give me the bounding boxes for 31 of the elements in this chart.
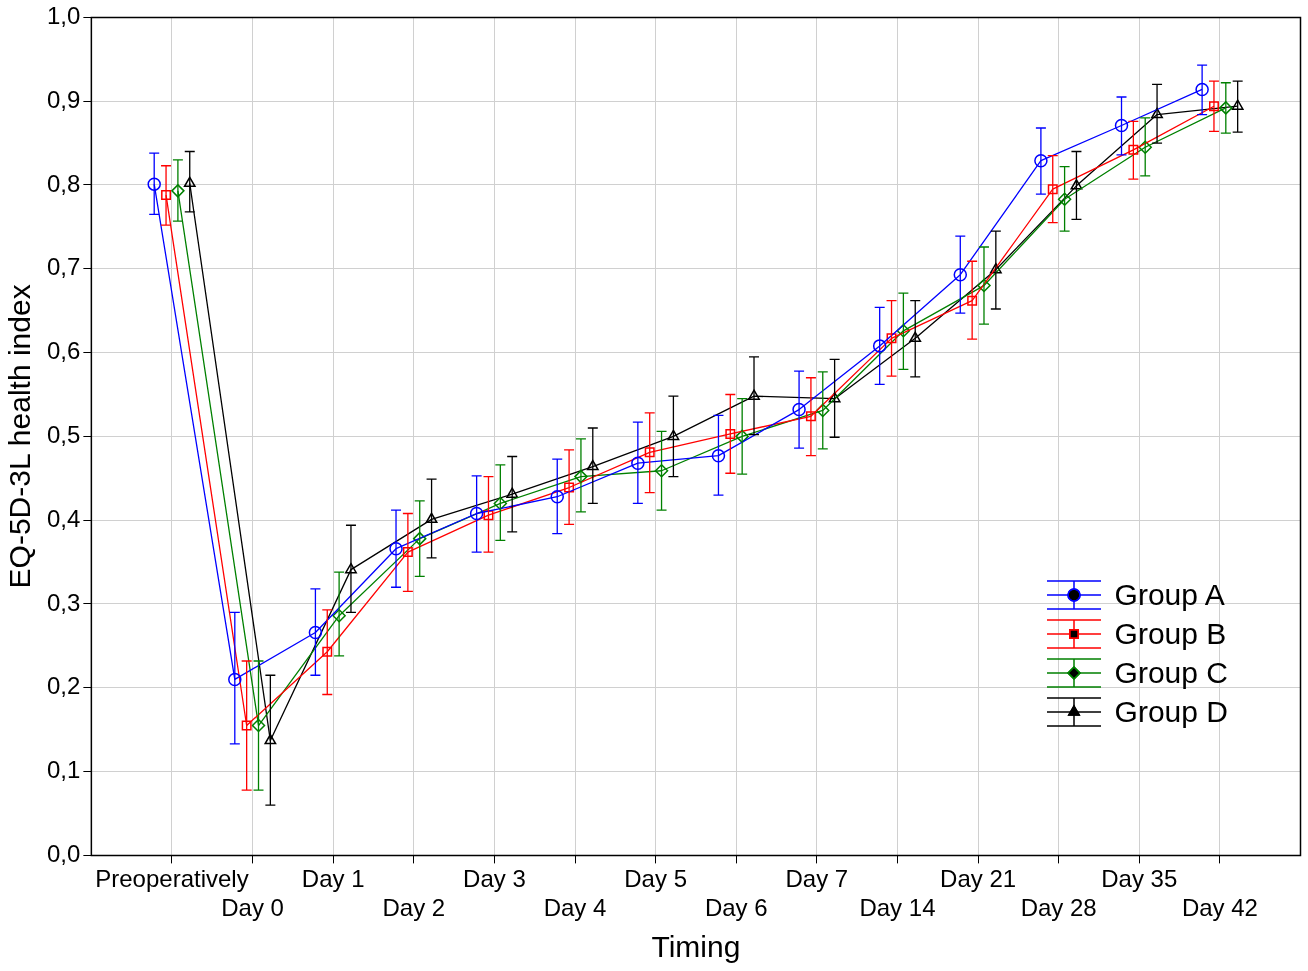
x-axis-title: Timing bbox=[651, 930, 741, 964]
legend-label: Group D bbox=[1114, 694, 1228, 729]
x-tick-label: Day 4 bbox=[543, 894, 607, 922]
x-tick-label: Day 35 bbox=[1101, 865, 1178, 893]
y-tick-label: 1,0 bbox=[46, 2, 81, 30]
x-tick-label: Day 7 bbox=[785, 865, 849, 893]
y-tick-label: 0,4 bbox=[46, 504, 81, 532]
x-tick-label: Day 5 bbox=[624, 865, 687, 893]
y-tick-label: 0,1 bbox=[46, 756, 81, 784]
x-tick-label: Day 2 bbox=[382, 894, 446, 922]
x-tick-label: Day 28 bbox=[1020, 894, 1097, 922]
x-tick-label: Day 3 bbox=[463, 865, 526, 893]
x-tick-label: Day 14 bbox=[859, 894, 936, 922]
legend-label: Group A bbox=[1114, 577, 1225, 612]
y-tick-label: 0,9 bbox=[46, 85, 81, 113]
y-tick-label: 0,0 bbox=[46, 840, 81, 868]
y-tick-label: 0,2 bbox=[46, 672, 81, 700]
x-tick-label: Day 6 bbox=[704, 894, 768, 922]
y-tick-label: 0,7 bbox=[46, 253, 81, 281]
y-axis-title: EQ-5D-3L health index bbox=[3, 284, 37, 589]
y-tick-label: 0,6 bbox=[46, 337, 81, 365]
x-tick-label: Day 42 bbox=[1181, 894, 1258, 922]
y-tick-label: 0,3 bbox=[46, 588, 81, 616]
y-tick-label: 0,8 bbox=[46, 169, 81, 197]
x-tick-label: Day 0 bbox=[221, 894, 284, 922]
legend-label: Group C bbox=[1114, 655, 1228, 690]
x-tick-label: Day 1 bbox=[301, 865, 365, 893]
x-tick-label: Day 21 bbox=[940, 865, 1017, 893]
legend-label: Group B bbox=[1114, 616, 1227, 651]
x-tick-label: Preoperatively bbox=[95, 865, 249, 893]
y-tick-label: 0,5 bbox=[46, 421, 81, 449]
